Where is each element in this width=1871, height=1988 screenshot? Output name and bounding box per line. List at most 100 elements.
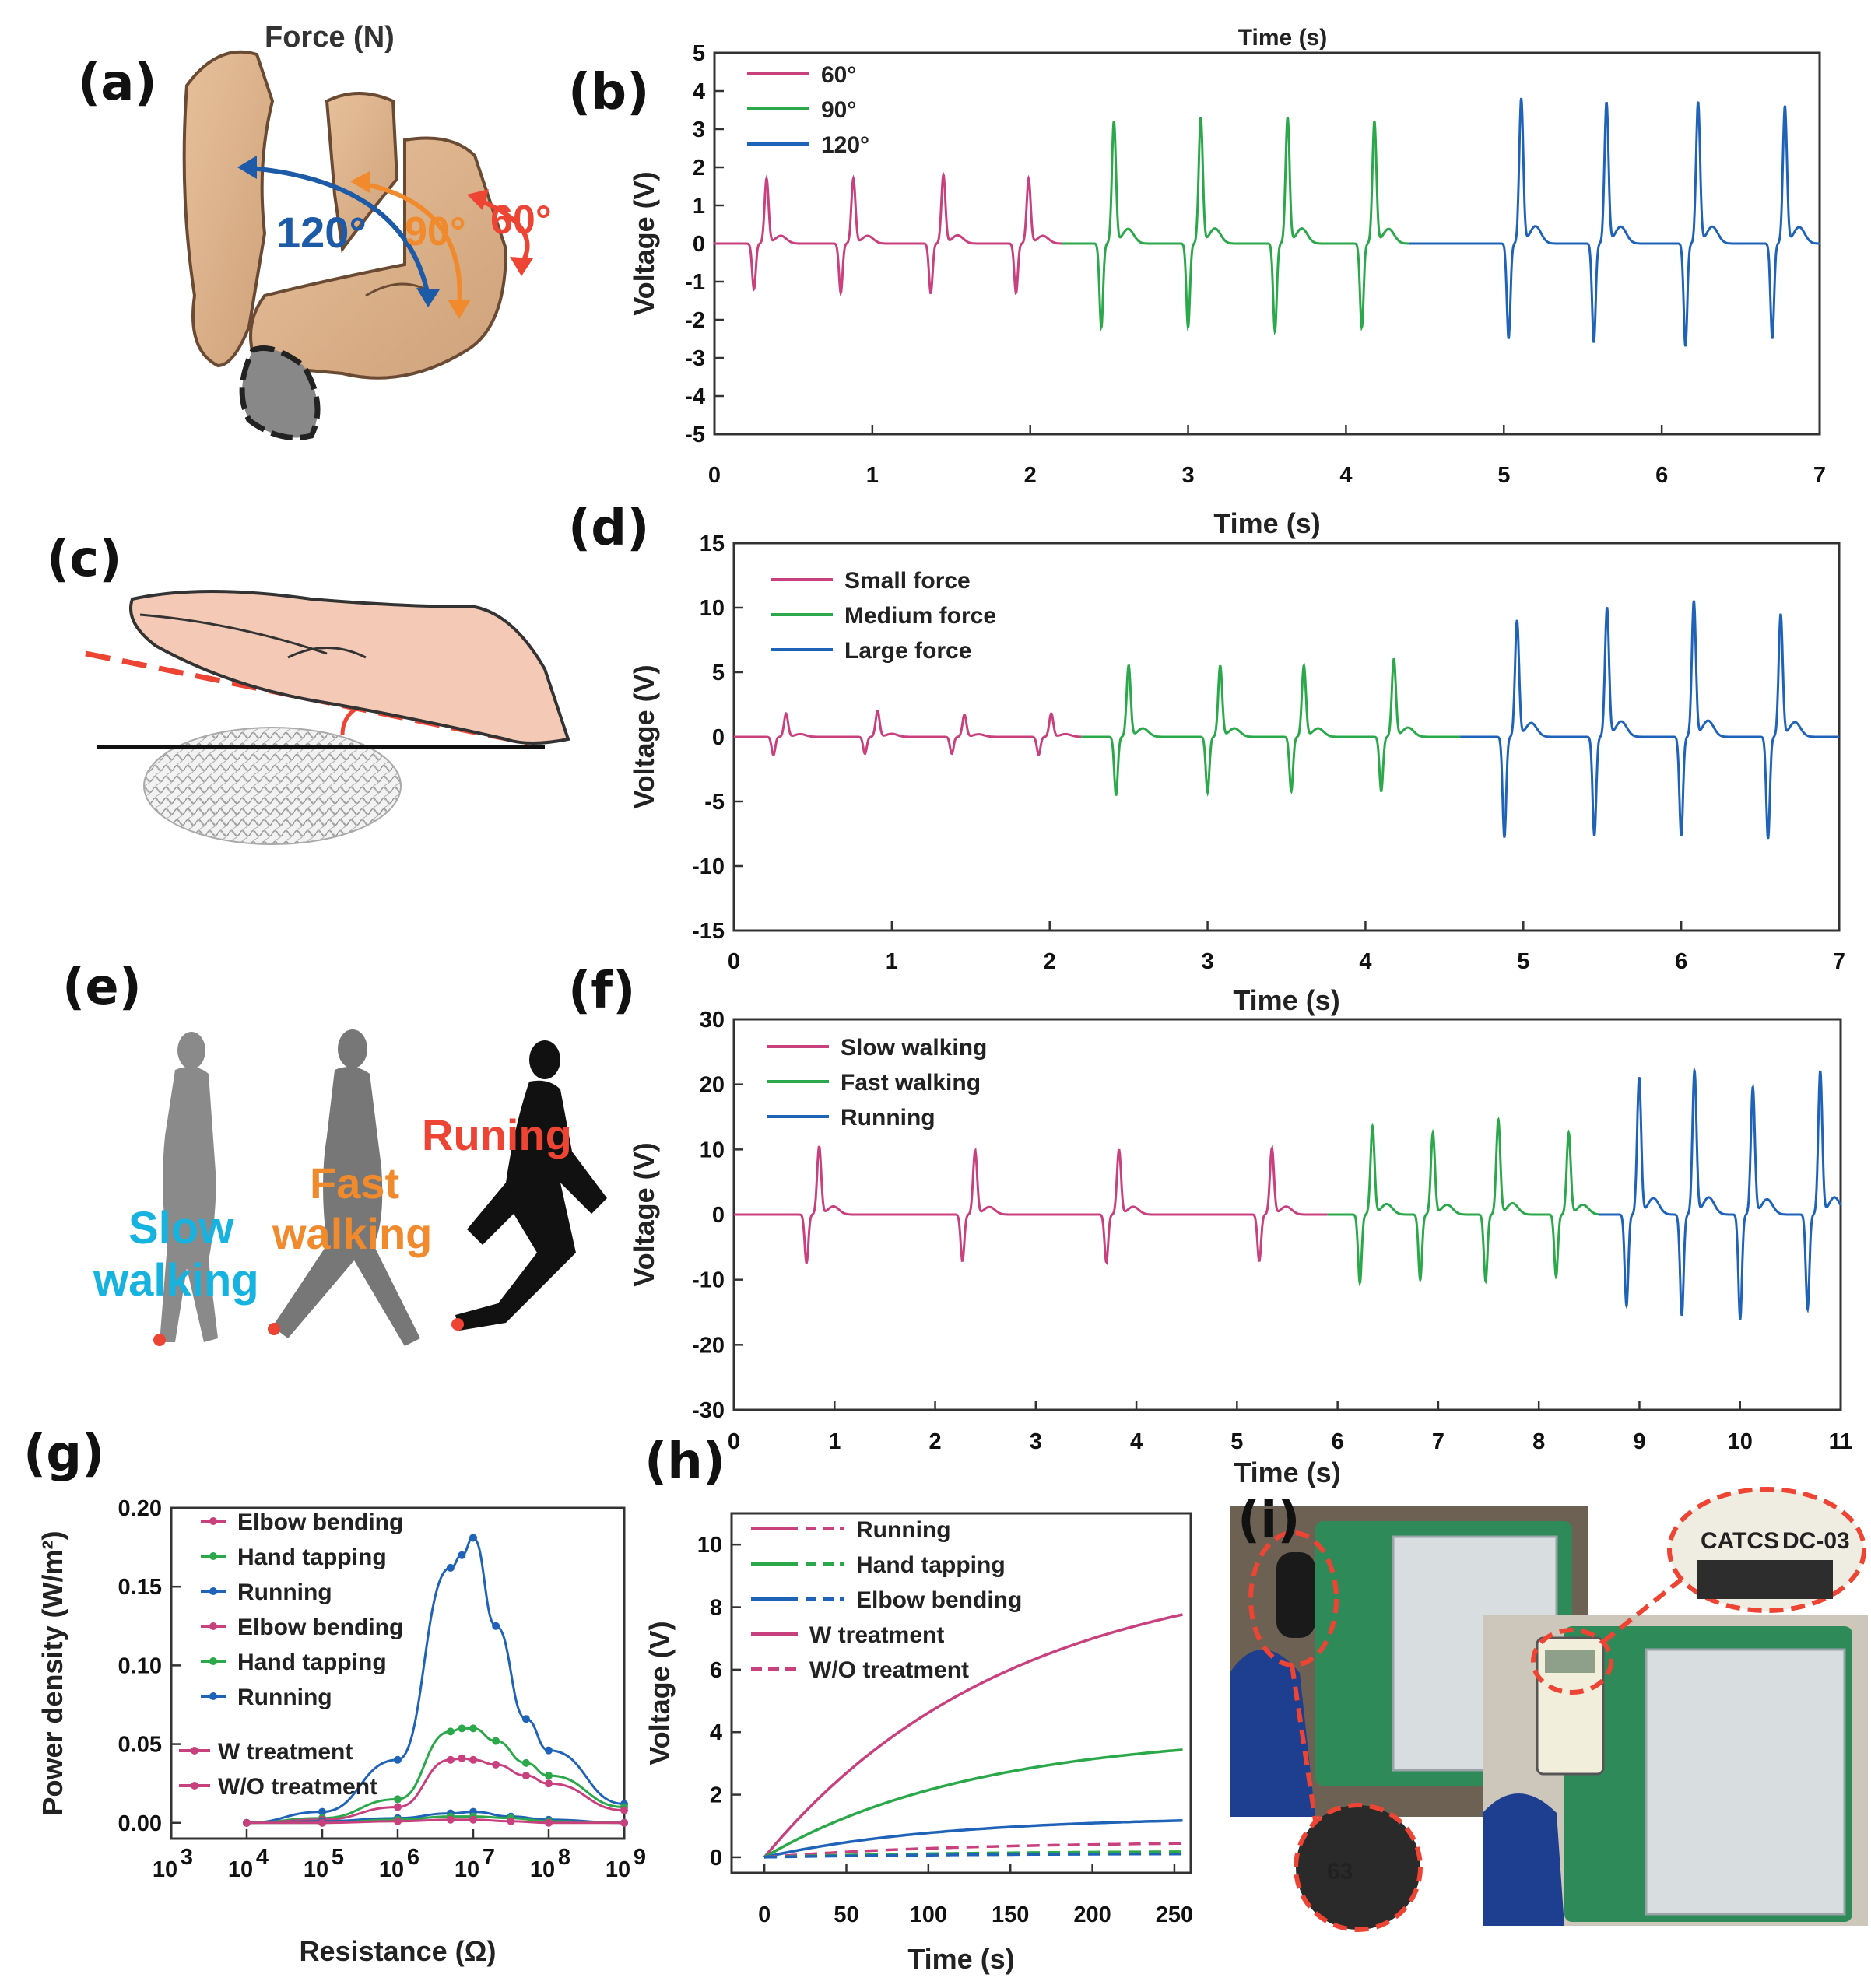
y-tick-label-h: 4 [710, 1720, 722, 1745]
y-tick-label-g: 0.15 [118, 1575, 162, 1600]
y-tick-label-g: 0.05 [118, 1733, 162, 1758]
series-line-b-1 [1062, 117, 1409, 336]
y-tick-label-d: -15 [692, 919, 725, 944]
chart-g: (g) 0.00 0.05 0.10 0.15 0.20 Resistance (Ω) Po… [23, 1425, 646, 1967]
angle-120-label: 120° [276, 208, 367, 257]
y-tick-label-h: 8 [710, 1596, 722, 1621]
watch-zoom-circle [1294, 1803, 1423, 1932]
illustration-hand-tapping: (c) [47, 531, 570, 845]
runner-figure [455, 1040, 607, 1331]
x-tick-label-d: 4 [1359, 949, 1371, 974]
watch-zoom-value: 63 [1327, 1859, 1353, 1885]
y-tick-label-b: 5 [693, 41, 705, 66]
y-tick-label-d: 0 [712, 725, 725, 750]
x-tick-label-d: 7 [1833, 949, 1845, 974]
legend-label-f-2: Running [841, 1105, 936, 1131]
x-tick-exponent-g: 9 [634, 1845, 646, 1870]
y-tick-label-b: -4 [685, 384, 705, 409]
x-tick-label-b: 5 [1497, 463, 1510, 488]
calculator-model: DC-03 [1782, 1528, 1850, 1554]
textile-mesh [143, 727, 402, 845]
y-tick-label-d: -10 [692, 854, 725, 879]
fast-walking-label-line2: walking [272, 1209, 432, 1258]
angle-90-label: 90° [405, 209, 466, 254]
series-line-h-0 [763, 1613, 1183, 1859]
slow-walking-label-line1: Slow [128, 1203, 234, 1253]
y-tick-label-g: 0.00 [118, 1811, 162, 1836]
x-tick-label-f: 8 [1532, 1429, 1545, 1454]
y-tick-label-d: 10 [700, 596, 725, 621]
y-tick-label-b: -3 [685, 346, 705, 371]
legend-marker-g-3 [209, 1622, 217, 1630]
y-tick-label-b: -5 [685, 422, 705, 447]
y-tick-label-h: 0 [710, 1846, 722, 1871]
force-title: Force (N) [265, 21, 395, 54]
legend2-label-h-0: W treatment [809, 1622, 944, 1648]
legend-label-b-1: 90° [821, 97, 856, 123]
series-line-h-2 [763, 1819, 1183, 1859]
y-tick-label-f: 20 [700, 1073, 725, 1098]
arrow-120-icon [240, 165, 430, 296]
y-axis-label-h: Voltage (V) [644, 1621, 676, 1765]
x-tick-label-d: 0 [728, 949, 740, 974]
watch-left [1276, 1552, 1315, 1638]
y-tick-label-d: 5 [712, 661, 725, 685]
chart-f: (f) 0 1 2 3 4 5 6 7 8 9 10 11 -30 -20 -10 0 10 20 30 Time (… [568, 962, 1852, 1488]
x-tick-label-g: 10 [153, 1857, 177, 1882]
x-tick-label-f: 2 [928, 1429, 941, 1454]
y-tick-label-f: -30 [692, 1398, 725, 1423]
y-tick-label-b: 3 [693, 117, 705, 142]
x-tick-label-b: 0 [708, 463, 721, 488]
x-tick-exponent-g: 5 [332, 1845, 344, 1870]
x-tick-label-f: 7 [1432, 1429, 1444, 1454]
x-tick-label-g: 10 [379, 1857, 404, 1882]
y-tick-label-f: 30 [700, 1008, 725, 1033]
legend-label-d-0: Small force [844, 568, 971, 594]
legend-marker-g-0 [209, 1517, 217, 1525]
y-tick-label-b: 4 [693, 79, 705, 104]
y-tick-label-f: -10 [692, 1268, 725, 1293]
x-tick-label-g: 10 [606, 1857, 630, 1882]
y-tick-label-b: 2 [693, 156, 705, 181]
x-tick-label-f: 10 [1728, 1429, 1753, 1454]
calculator-brand: CATCS [1701, 1528, 1779, 1554]
panel-label-g: (g) [23, 1425, 104, 1483]
legend2-label-g-1: W/O treatment [218, 1774, 377, 1800]
series-line-f-1 [1327, 1116, 1599, 1287]
legend-label-d-2: Large force [844, 638, 971, 664]
legend-marker-g-1 [209, 1552, 217, 1560]
x-tick-label-g: 10 [455, 1857, 479, 1882]
panel-label-c: (c) [47, 531, 121, 588]
x-tick-label-h: 250 [1156, 1902, 1193, 1927]
x-axis-label-h: Time (s) [907, 1943, 1014, 1975]
legend-label-g-5: Running [237, 1685, 332, 1710]
x-tick-label-h: 100 [910, 1902, 947, 1927]
legend-label-d-1: Medium force [844, 603, 996, 629]
series-line-d-0 [734, 709, 1082, 757]
panel-label-h: (h) [644, 1433, 725, 1491]
arrow-60-icon [473, 196, 530, 266]
x-tick-label-d: 3 [1202, 949, 1214, 974]
photo-demo-circuit: 63 CATCS DC-03 (i) [1230, 1487, 1868, 1932]
series-line-f-2 [1599, 1066, 1842, 1320]
legend-marker-g-2 [209, 1587, 217, 1595]
x-axis-label-d: Time (s) [1233, 984, 1339, 1016]
legend-label-h-2: Elbow bending [856, 1587, 1022, 1613]
series-line-g-2 [246, 1757, 625, 1825]
series-line-h-1 [763, 1748, 1183, 1859]
series-line-h-3 [763, 1842, 1183, 1859]
x-axis-label-f: Time (s) [1234, 1457, 1340, 1488]
legend-label-g-1: Hand tapping [237, 1544, 387, 1570]
x-tick-label-f: 11 [1829, 1429, 1853, 1454]
fast-walking-label-line1: Fast [310, 1159, 399, 1208]
panel-label-e: (e) [62, 959, 142, 1016]
top-title-b: Time (s) [1238, 25, 1327, 51]
x-tick-label-f: 4 [1130, 1429, 1143, 1454]
x-tick-label-f: 9 [1633, 1429, 1645, 1454]
series-line-b-0 [714, 170, 1062, 296]
y-tick-label-h: 10 [697, 1533, 722, 1558]
x-tick-label-b: 4 [1339, 463, 1352, 488]
series-line-g-0 [246, 1536, 625, 1825]
series-line-g-1 [246, 1727, 625, 1825]
x-tick-exponent-g: 6 [407, 1845, 419, 1870]
